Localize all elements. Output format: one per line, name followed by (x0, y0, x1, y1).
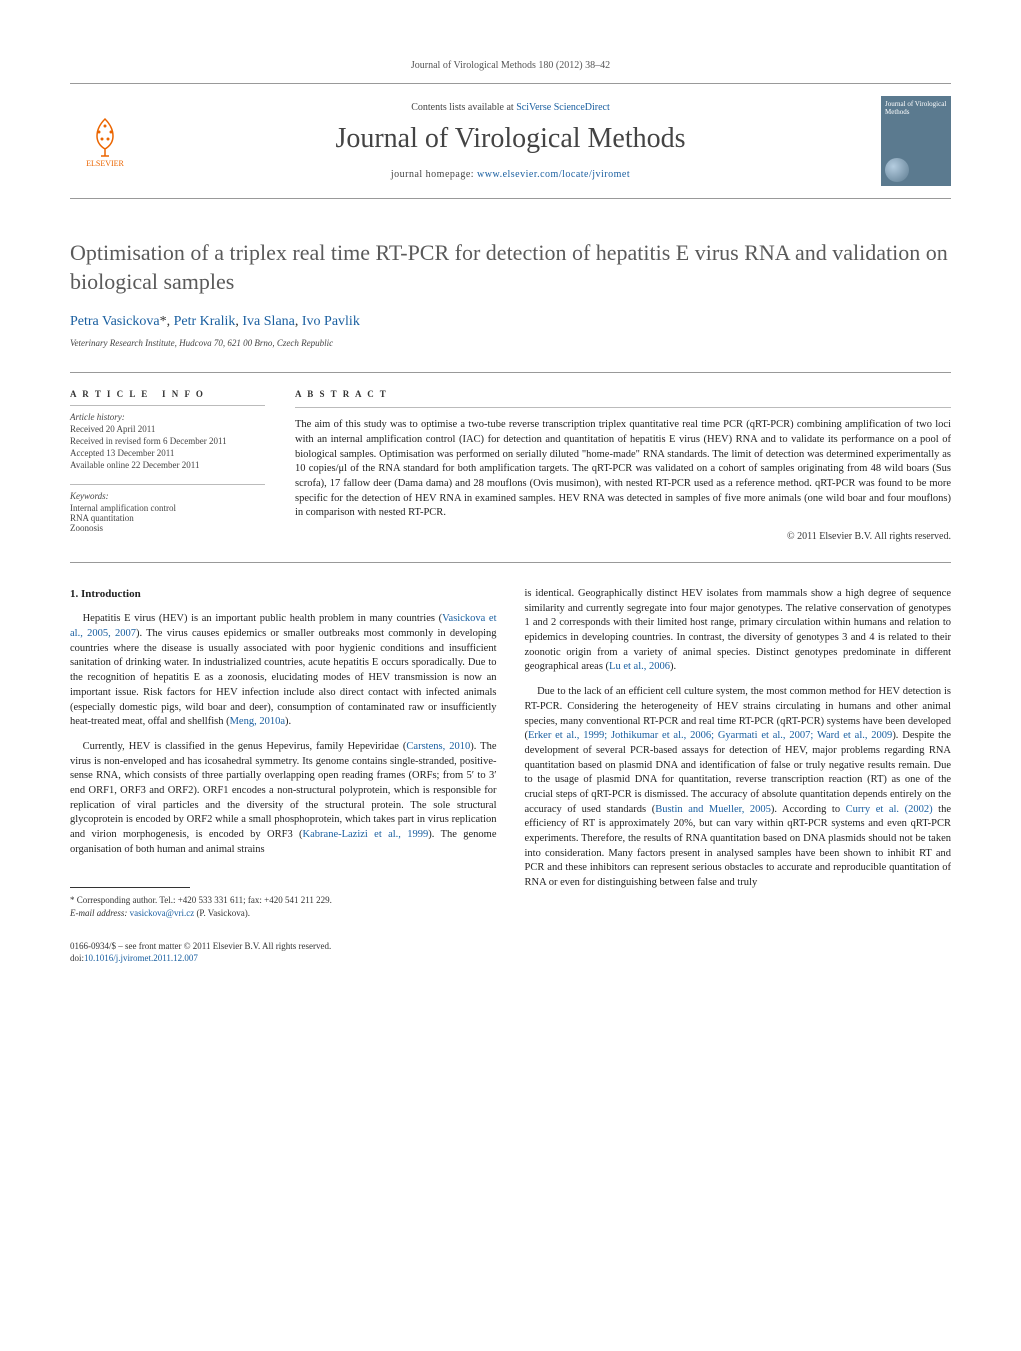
history-label: Article history: (70, 412, 265, 422)
homepage-line: journal homepage: www.elsevier.com/locat… (140, 169, 881, 180)
corresponding-marker: * (160, 314, 167, 329)
publisher-name: ELSEVIER (86, 159, 124, 168)
footnote-email-line: E-mail address: vasickova@vri.cz (P. Vas… (70, 907, 497, 920)
email-suffix: (P. Vasickova). (194, 908, 250, 918)
body-text: ). Despite the development of several PC… (525, 730, 952, 814)
footnote-rule (70, 887, 190, 888)
section-heading: 1. Introduction (70, 587, 497, 602)
email-link[interactable]: vasickova@vri.cz (130, 908, 195, 918)
journal-cover-thumbnail: Journal of Virological Methods (881, 96, 951, 186)
author-link[interactable]: Iva Slana (242, 314, 294, 329)
cover-title: Journal of Virological Methods (885, 100, 947, 117)
citation-link[interactable]: Erker et al., 1999; Jothikumar et al., 2… (528, 730, 892, 741)
homepage-prefix: journal homepage: (391, 169, 477, 180)
abstract-block: A B S T R A C T The aim of this study wa… (295, 389, 951, 542)
history-accepted: Accepted 13 December 2011 (70, 448, 265, 458)
author-link[interactable]: Petr Kralik (174, 314, 236, 329)
body-paragraph: is identical. Geographically distinct HE… (525, 587, 952, 675)
body-text: the efficiency of RT is approximately 20… (525, 804, 952, 888)
abstract-text: The aim of this study was to optimise a … (295, 418, 951, 521)
keyword-item: Zoonosis (70, 523, 265, 533)
affiliation: Veterinary Research Institute, Hudcova 7… (70, 338, 951, 348)
keywords-block: Keywords: Internal amplification control… (70, 484, 265, 533)
journal-name: Journal of Virological Methods (140, 123, 881, 155)
sciencedirect-link[interactable]: SciVerse ScienceDirect (516, 102, 610, 113)
body-paragraph: Currently, HEV is classified in the genu… (70, 740, 497, 858)
history-revised: Received in revised form 6 December 2011 (70, 436, 265, 446)
body-text: is identical. Geographically distinct HE… (525, 588, 952, 672)
divider-rule (70, 372, 951, 373)
body-column-right: is identical. Geographically distinct HE… (525, 587, 952, 965)
body-column-left: 1. Introduction Hepatitis E virus (HEV) … (70, 587, 497, 965)
issn-line: 0166-0934/$ – see front matter © 2011 El… (70, 940, 497, 953)
body-text: ). According to (771, 804, 846, 815)
doi-link[interactable]: 10.1016/j.jviromet.2011.12.007 (84, 953, 198, 963)
article-info-heading: A R T I C L E I N F O (70, 389, 265, 399)
elsevier-tree-icon (85, 114, 125, 159)
keyword-item: Internal amplification control (70, 503, 265, 513)
citation-link[interactable]: Meng, 2010a (230, 716, 285, 727)
body-columns: 1. Introduction Hepatitis E virus (HEV) … (70, 587, 951, 965)
citation-link[interactable]: Carstens, 2010 (406, 741, 470, 752)
abstract-heading: A B S T R A C T (295, 389, 951, 399)
article-info-sidebar: A R T I C L E I N F O Article history: R… (70, 389, 265, 542)
keyword-item: RNA quantitation (70, 513, 265, 523)
cover-icon (885, 158, 909, 182)
article-title: Optimisation of a triplex real time RT-P… (70, 239, 951, 296)
page-container: Journal of Virological Methods 180 (2012… (0, 0, 1021, 1005)
citation-link[interactable]: Kabrane-Lazizi et al., 1999 (303, 829, 429, 840)
corresponding-author-footnote: * Corresponding author. Tel.: +420 533 3… (70, 894, 497, 919)
author-link[interactable]: Ivo Pavlik (302, 314, 360, 329)
citation-link[interactable]: Lu et al., 2006 (609, 661, 670, 672)
contents-prefix: Contents lists available at (411, 102, 516, 113)
divider-rule (70, 562, 951, 563)
body-text: ). The virus is non-enveloped and has ic… (70, 741, 497, 840)
abstract-copyright: © 2011 Elsevier B.V. All rights reserved… (295, 531, 951, 542)
history-online: Available online 22 December 2011 (70, 460, 265, 470)
body-text: ). The virus causes epidemics or smaller… (70, 628, 497, 727)
abstract-rule (295, 407, 951, 408)
keywords-label: Keywords: (70, 491, 265, 501)
footer-info: 0166-0934/$ – see front matter © 2011 El… (70, 940, 497, 965)
body-text: ). (670, 661, 676, 672)
doi-label: doi: (70, 953, 84, 963)
body-paragraph: Due to the lack of an efficient cell cul… (525, 685, 952, 891)
sidebar-rule (70, 484, 265, 485)
body-text: ). (285, 716, 291, 727)
citation-link[interactable]: Curry et al. (2002) (846, 804, 933, 815)
masthead: ELSEVIER Contents lists available at Sci… (70, 83, 951, 199)
body-text: Hepatitis E virus (HEV) is an important … (83, 613, 443, 624)
homepage-link[interactable]: www.elsevier.com/locate/jviromet (477, 169, 630, 180)
running-head: Journal of Virological Methods 180 (2012… (70, 60, 951, 71)
contents-line: Contents lists available at SciVerse Sci… (140, 102, 881, 113)
body-text: Currently, HEV is classified in the genu… (83, 741, 407, 752)
authors-line: Petra Vasickova*, Petr Kralik, Iva Slana… (70, 314, 951, 330)
citation-link: Bustin and Mueller, 2005 (655, 804, 771, 815)
sidebar-rule (70, 405, 265, 406)
footnote-contact: * Corresponding author. Tel.: +420 533 3… (70, 894, 497, 907)
body-paragraph: Hepatitis E virus (HEV) is an important … (70, 612, 497, 730)
author-link[interactable]: Petra Vasickova (70, 314, 160, 329)
history-received: Received 20 April 2011 (70, 424, 265, 434)
publisher-logo: ELSEVIER (70, 101, 140, 181)
doi-line: doi:10.1016/j.jviromet.2011.12.007 (70, 952, 497, 965)
masthead-center: Contents lists available at SciVerse Sci… (140, 102, 881, 180)
email-label: E-mail address: (70, 908, 130, 918)
info-abstract-row: A R T I C L E I N F O Article history: R… (70, 389, 951, 542)
